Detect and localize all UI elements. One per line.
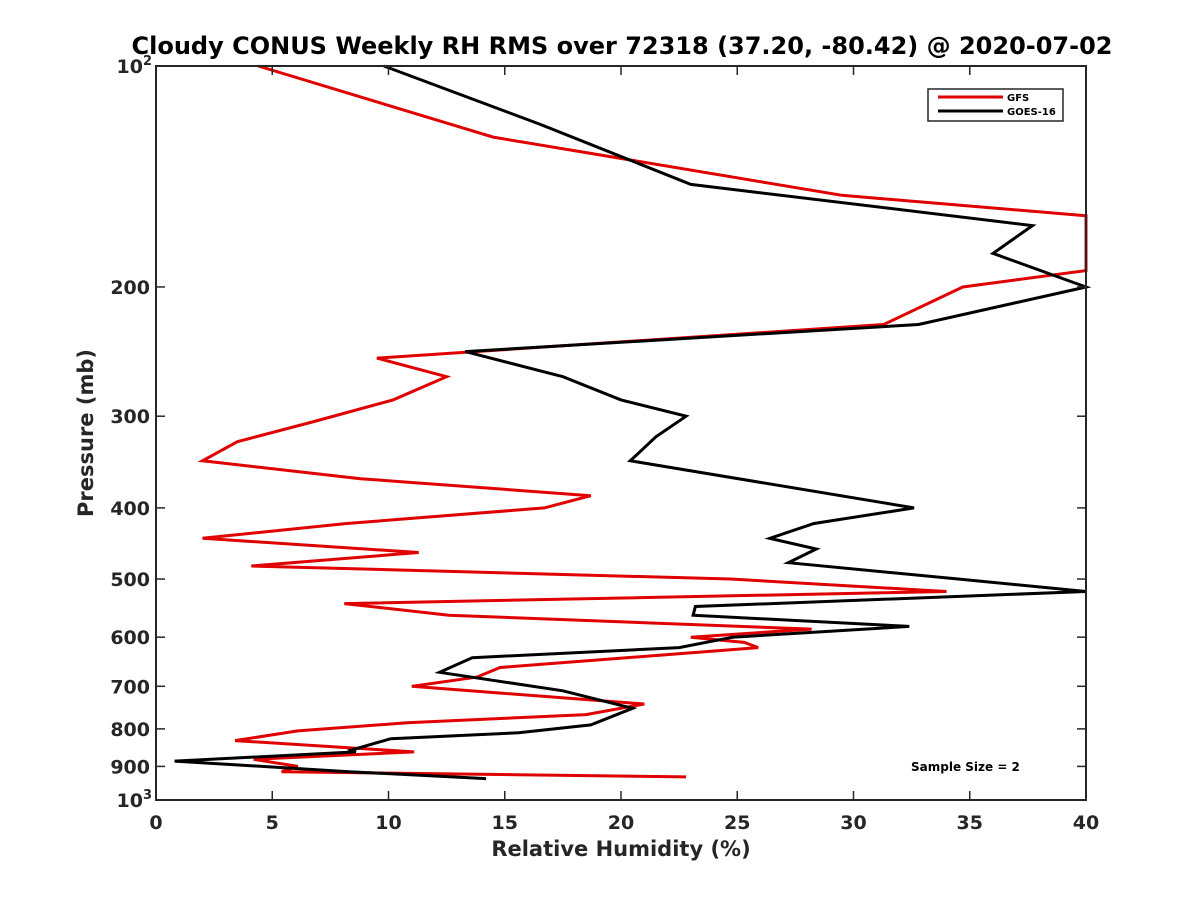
x-tick-label: 0 bbox=[149, 812, 162, 834]
x-tick-label: 30 bbox=[840, 812, 866, 834]
y-tick-label: 400 bbox=[110, 498, 150, 520]
x-tick-label: 20 bbox=[608, 812, 634, 834]
axes-background bbox=[156, 66, 1086, 800]
sample-size-annotation: Sample Size = 2 bbox=[911, 760, 1020, 774]
x-tick-label: 25 bbox=[724, 812, 750, 834]
y-tick-label: 103 bbox=[117, 788, 153, 812]
y-tick-label: 700 bbox=[110, 676, 150, 698]
y-tick-label: 800 bbox=[110, 719, 150, 741]
x-tick-label: 35 bbox=[957, 812, 983, 834]
y-axis-ticks: 102 200 300 400 500 600 700 800 900 103 bbox=[110, 54, 1086, 812]
x-axis-label: Relative Humidity (%) bbox=[491, 837, 750, 861]
legend-box bbox=[927, 88, 1064, 122]
y-tick-label: 500 bbox=[110, 569, 150, 591]
plot-area bbox=[155, 64, 1092, 801]
x-tick-label: 15 bbox=[492, 812, 518, 834]
y-tick-label: 300 bbox=[110, 406, 150, 428]
x-tick-label: 5 bbox=[266, 812, 279, 834]
series-layer bbox=[174, 64, 1092, 781]
x-axis-ticks: 0 5 10 15 20 25 30 35 40 bbox=[149, 66, 1099, 834]
y-tick-label: 600 bbox=[110, 627, 150, 649]
x-tick-label: 40 bbox=[1073, 812, 1099, 834]
legend-label-goes16: GOES-16 bbox=[1007, 107, 1056, 118]
series-line-goes16 bbox=[174, 64, 1092, 781]
y-axis-label: Pressure (mb) bbox=[74, 349, 98, 517]
x-tick-label: 10 bbox=[375, 812, 401, 834]
legend: GFS GOES-16 bbox=[927, 88, 1064, 122]
y-tick-label: 200 bbox=[110, 277, 150, 299]
legend-label-gfs: GFS bbox=[1007, 93, 1029, 104]
y-tick-label: 900 bbox=[110, 756, 150, 778]
chart-title: Cloudy CONUS Weekly RH RMS over 72318 (3… bbox=[132, 32, 1113, 60]
y-tick-label: 102 bbox=[117, 54, 153, 78]
